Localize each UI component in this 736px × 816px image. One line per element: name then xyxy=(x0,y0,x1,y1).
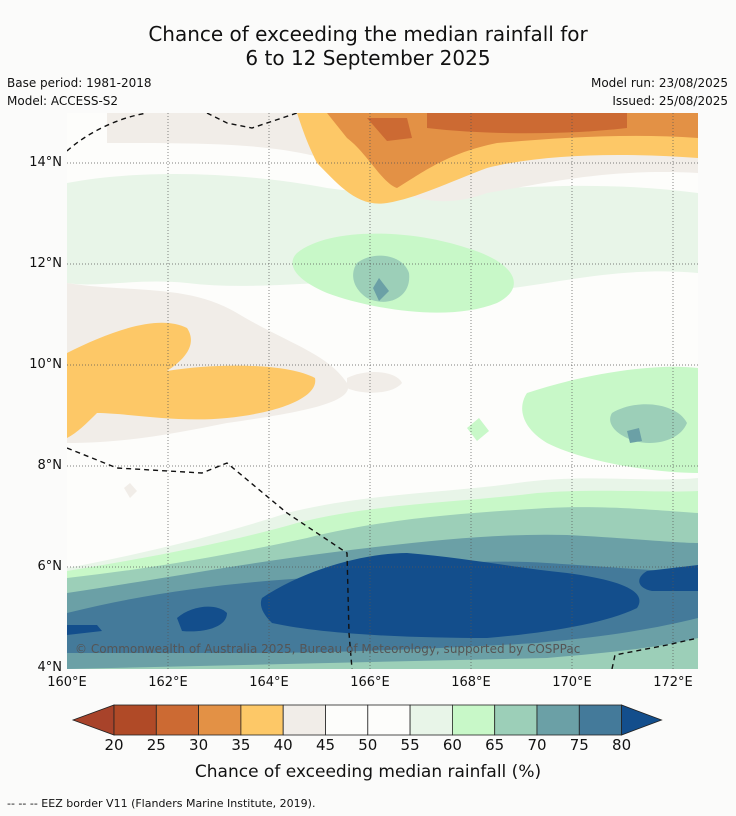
colorbar-segment xyxy=(367,704,411,736)
colorbar-label: 30 xyxy=(189,736,209,754)
model-name: Model: ACCESS-S2 xyxy=(7,94,119,108)
map-title-line1: Chance of exceeding the median rainfall … xyxy=(148,22,588,46)
lat-tick-12: 12°N xyxy=(29,256,62,271)
colorbar-label: 70 xyxy=(527,736,547,754)
colorbar-segment xyxy=(325,704,369,736)
lon-tick-170: 170°E xyxy=(552,675,592,690)
colorbar-segment xyxy=(240,704,284,736)
lat-tick-14: 14°N xyxy=(29,155,62,170)
copyright-notice: © Commonwealth of Australia 2025, Bureau… xyxy=(75,642,580,656)
colorbar-segment xyxy=(409,704,453,736)
map-title-line2: 6 to 12 September 2025 xyxy=(245,46,491,70)
base-period: Base period: 1981-2018 xyxy=(7,76,152,90)
colorbar-label: 40 xyxy=(273,736,293,754)
colorbar-arrow-high xyxy=(621,704,663,736)
colorbar-segment xyxy=(282,704,326,736)
colorbar-title: Chance of exceeding median rainfall (%) xyxy=(194,762,542,782)
lat-tick-10: 10°N xyxy=(29,357,62,372)
eez-footnote: -- -- -- EEZ border V11 (Flanders Marine… xyxy=(7,797,316,810)
lat-tick-6: 6°N xyxy=(37,559,63,574)
lon-tick-164: 164°E xyxy=(249,675,289,690)
colorbar-label: 25 xyxy=(146,736,166,754)
colorbar-label: 60 xyxy=(442,736,462,754)
issued-date: Issued: 25/08/2025 xyxy=(612,94,728,108)
colorbar-label: 80 xyxy=(612,736,632,754)
model-run: Model run: 23/08/2025 xyxy=(590,76,728,90)
colorbar-segment xyxy=(536,704,580,736)
lon-tick-160: 160°E xyxy=(47,675,87,690)
colorbar-segment xyxy=(451,704,496,736)
lon-tick-172: 172°E xyxy=(653,675,693,690)
lon-tick-166: 166°E xyxy=(350,675,390,690)
colorbar-label: 55 xyxy=(400,736,420,754)
colorbar-label: 45 xyxy=(315,736,336,754)
map-plot: © Commonwealth of Australia 2025, Bureau… xyxy=(67,113,698,669)
lat-tick-4: 4°N xyxy=(37,660,63,675)
lon-tick-168: 168°E xyxy=(451,675,491,690)
colorbar-label: 75 xyxy=(569,736,589,754)
colorbar-arrow-low xyxy=(71,704,115,736)
colorbar-segment xyxy=(494,704,538,736)
colorbar-segment xyxy=(155,704,200,736)
colorbar-label: 65 xyxy=(485,736,505,754)
lon-tick-162: 162°E xyxy=(148,675,188,690)
colorbar-segment xyxy=(113,704,157,736)
colorbar-segment xyxy=(198,704,242,736)
colorbar-label: 20 xyxy=(104,736,124,754)
lat-tick-8: 8°N xyxy=(37,458,63,473)
colorbar-label: 50 xyxy=(358,736,378,754)
colorbar xyxy=(71,704,663,736)
colorbar-label: 35 xyxy=(231,736,251,754)
colorbar-segment xyxy=(578,704,622,736)
